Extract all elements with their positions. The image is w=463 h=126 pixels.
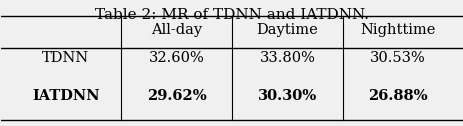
Text: Daytime: Daytime [256,23,318,37]
Text: TDNN: TDNN [42,51,89,65]
Text: Table 2: MR of TDNN and IATDNN.: Table 2: MR of TDNN and IATDNN. [95,8,368,22]
Text: 26.88%: 26.88% [368,89,427,103]
Text: 29.62%: 29.62% [146,89,206,103]
Text: Nighttime: Nighttime [360,23,435,37]
Text: 30.30%: 30.30% [257,89,316,103]
Text: IATDNN: IATDNN [32,89,100,103]
Text: 30.53%: 30.53% [369,51,425,65]
Text: All-day: All-day [151,23,202,37]
Text: 32.60%: 32.60% [149,51,204,65]
Text: 33.80%: 33.80% [259,51,314,65]
